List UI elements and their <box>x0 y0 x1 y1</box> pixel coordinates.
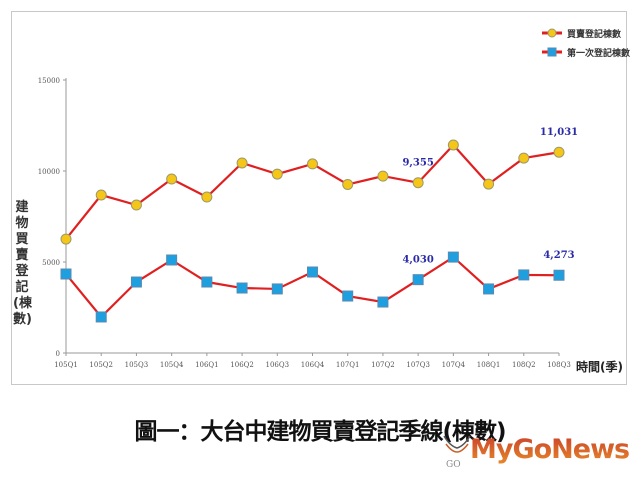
data-point-circle <box>166 173 178 185</box>
data-point-circle <box>483 178 495 190</box>
data-point-circle <box>130 199 142 211</box>
data-point-circle <box>60 233 72 245</box>
data-point-circle <box>307 158 318 170</box>
line-chart: 0 5000 10000 15000 105Q1 105Q2 105Q3 105Q4 106Q1… <box>38 28 631 369</box>
x-axis-label: 時間(季) <box>576 360 623 374</box>
x-tick-label: 105Q1 <box>54 361 78 369</box>
x-tick-label: 106Q2 <box>230 361 254 369</box>
axes: 0 5000 10000 15000 105Q1 105Q2 105Q3 105Q4 106Q1… <box>38 77 571 369</box>
legend-square-icon <box>547 47 557 57</box>
x-tick-label: 106Q4 <box>301 361 325 369</box>
data-label: 4,273 <box>543 250 574 261</box>
data-point-square <box>130 276 142 288</box>
data-point-circle <box>95 189 107 201</box>
data-point-circle <box>236 157 248 169</box>
y-tick-label: 5000 <box>42 259 60 267</box>
data-label: 11,031 <box>540 127 578 138</box>
data-point-circle <box>201 191 213 203</box>
data-point-circle <box>342 178 354 190</box>
x-tick-label: 105Q2 <box>89 361 113 369</box>
x-tick-label: 108Q3 <box>547 361 571 369</box>
data-point-square <box>412 274 424 286</box>
x-tick-label: 106Q3 <box>266 361 290 369</box>
data-label: 4,030 <box>402 255 433 266</box>
legend-label: 第一次登記棟數 <box>567 47 631 59</box>
x-tick-label: 107Q1 <box>336 361 360 369</box>
data-point-square <box>236 282 248 294</box>
data-point-square <box>518 269 530 281</box>
logo-sub-text: GO <box>446 460 461 470</box>
chart-frame <box>11 11 627 385</box>
legend-label: 買賣登記棟數 <box>567 28 622 40</box>
data-point-square <box>377 296 389 308</box>
brand-watermark: MyGoNews <box>470 434 630 465</box>
data-point-circle <box>271 168 283 180</box>
data-point-square <box>342 290 354 302</box>
x-tick-label: 107Q3 <box>406 361 430 369</box>
data-point-square <box>271 283 283 295</box>
y-tick-label: 10000 <box>38 168 60 176</box>
data-label: 9,355 <box>402 158 433 169</box>
data-point-square <box>553 269 565 281</box>
y-axis-label: 建物買賣登記(棟數) <box>13 200 32 327</box>
series-group: 9,355 11,031 4,030 4,273 <box>60 127 578 323</box>
data-point-square <box>60 268 72 280</box>
x-tick-label: 108Q1 <box>477 361 501 369</box>
data-point-circle <box>553 146 565 158</box>
data-point-circle <box>518 152 530 164</box>
data-point-square <box>166 254 178 266</box>
data-point-circle <box>377 170 389 182</box>
x-tick-label: 105Q3 <box>125 361 149 369</box>
y-tick-label: 15000 <box>38 77 60 85</box>
data-point-square <box>483 283 495 295</box>
data-point-circle <box>412 177 424 189</box>
data-point-square <box>95 311 107 323</box>
data-point-square <box>447 251 459 263</box>
x-tick-label: 107Q2 <box>371 361 395 369</box>
x-tick-label: 107Q4 <box>442 361 466 369</box>
data-point-circle <box>447 139 459 151</box>
x-tick-label: 108Q2 <box>512 361 536 369</box>
x-tick-label: 106Q1 <box>195 361 219 369</box>
data-point-square <box>201 276 213 288</box>
logo-icon <box>443 435 471 453</box>
x-tick-label: 105Q4 <box>160 361 184 369</box>
figure-caption: 圖一：大台中建物買賣登記季線(棟數) <box>134 419 506 445</box>
legend-circle-icon <box>547 28 557 38</box>
y-tick-label: 0 <box>56 350 60 358</box>
data-point-square <box>307 266 318 278</box>
